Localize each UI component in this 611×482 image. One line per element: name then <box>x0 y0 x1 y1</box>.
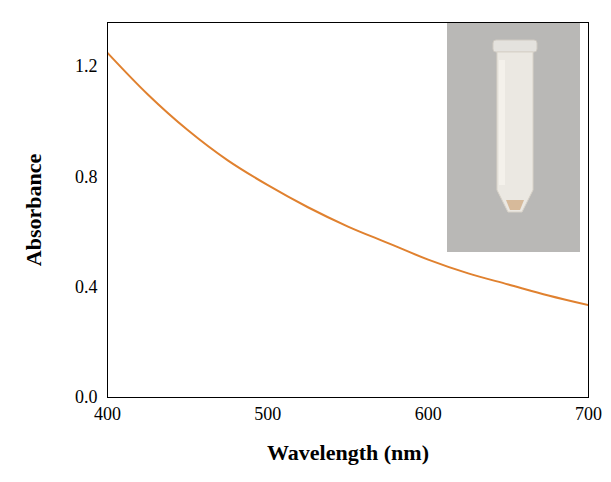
svg-text:0.0: 0.0 <box>75 387 98 407</box>
svg-text:600: 600 <box>415 404 442 424</box>
svg-text:700: 700 <box>575 404 602 424</box>
svg-text:0.4: 0.4 <box>75 277 98 297</box>
svg-text:500: 500 <box>254 404 281 424</box>
svg-text:Wavelength (nm): Wavelength (nm) <box>267 440 429 465</box>
svg-text:0.8: 0.8 <box>75 167 98 187</box>
svg-text:400: 400 <box>94 404 121 424</box>
svg-text:Absorbance: Absorbance <box>21 154 46 267</box>
svg-text:1.2: 1.2 <box>75 56 98 76</box>
